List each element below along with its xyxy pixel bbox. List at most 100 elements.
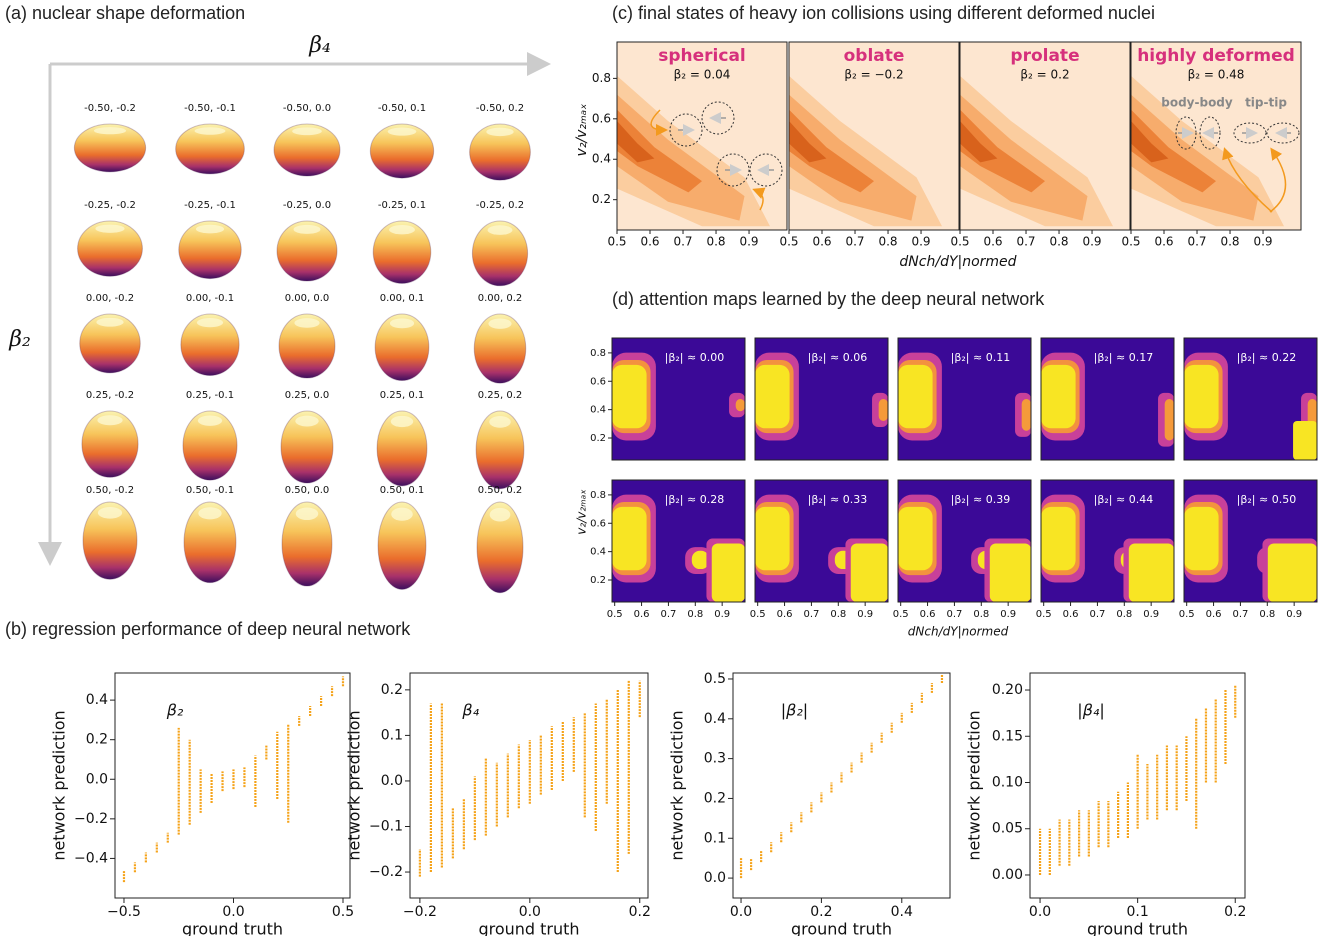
x-tick-label: 0.5 xyxy=(750,609,766,620)
y-axis-label: v₂/v₂ₘₐₓ xyxy=(575,489,589,534)
x-tick-label: −0.5 xyxy=(107,904,141,920)
x-tick-label: 0.7 xyxy=(1016,235,1035,249)
y-tick-label: 0.05 xyxy=(992,821,1023,837)
annotation: tip-tip xyxy=(1245,96,1287,110)
y-tick-label: 0.4 xyxy=(590,547,606,558)
x-tick-label: 0.7 xyxy=(660,609,676,620)
x-tick-label: 0.5 xyxy=(332,904,354,920)
y-axis-label: v₂/v₂ₘₐₓ xyxy=(574,104,590,157)
nucleus-cap xyxy=(295,416,318,427)
y-tick-label: 0.20 xyxy=(992,682,1023,698)
x-tick-label: 0.8 xyxy=(1220,235,1239,249)
x-tick-label: 0.5 xyxy=(950,235,969,249)
x-tick-label: 0.7 xyxy=(1089,609,1105,620)
y-tick-label: 0.1 xyxy=(381,727,403,743)
nucleus-cap xyxy=(95,225,124,233)
shape-label: 0.00, 0.0 xyxy=(285,293,330,304)
nucleus-cap xyxy=(294,318,319,328)
x-tick-label: 0.9 xyxy=(739,235,758,249)
attention-blob xyxy=(1129,543,1174,602)
attention-blob xyxy=(1165,399,1174,440)
y-tick-label: −0.1 xyxy=(369,818,403,834)
shape-label: 0.00, -0.1 xyxy=(186,293,234,304)
y-tick-label: −0.2 xyxy=(74,811,108,827)
x-tick-label: −0.2 xyxy=(403,904,437,920)
x-tick-label: 0.6 xyxy=(634,609,650,620)
y-tick-label: 0.0 xyxy=(381,773,403,789)
nucleus-cap xyxy=(196,225,224,234)
y-axis-label: network prediction xyxy=(345,710,364,860)
y-tick-label: 0.15 xyxy=(992,728,1023,744)
x-tick-label: 0.8 xyxy=(973,609,989,620)
shape-label: -0.50, 0.1 xyxy=(378,103,426,114)
x-tick-label: 0.7 xyxy=(803,609,819,620)
x-tick-label: 0.2 xyxy=(629,904,651,920)
y-tick-label: 0.2 xyxy=(381,682,403,698)
panel-title: (d) attention maps learned by the deep n… xyxy=(612,289,1045,309)
x-tick-label: 0.6 xyxy=(920,609,936,620)
x-tick-label: 0.9 xyxy=(714,609,730,620)
nucleus-cap xyxy=(97,415,122,425)
x-tick-label: 0.6 xyxy=(983,235,1002,249)
x-tick-label: 0.9 xyxy=(1143,609,1159,620)
attention-blob xyxy=(1041,507,1076,570)
attention-blob xyxy=(612,507,647,570)
x-tick-label: 0.0 xyxy=(519,904,541,920)
y-tick-label: 0.6 xyxy=(592,111,611,125)
y-tick-label: 0.2 xyxy=(590,575,606,586)
x-tick-label: 0.1 xyxy=(1127,904,1149,920)
y-axis-label: network prediction xyxy=(668,710,687,860)
attention-blob xyxy=(879,399,888,421)
attention-blob xyxy=(898,507,933,570)
shape-label: 0.00, 0.1 xyxy=(380,293,425,304)
y-tick-label: 0.00 xyxy=(992,867,1023,883)
nucleus-cap xyxy=(488,318,511,328)
x-tick-label: 0.6 xyxy=(1206,609,1222,620)
map-label: |β₂| ≈ 0.17 xyxy=(1094,351,1154,364)
x-tick-label: 0.5 xyxy=(607,609,623,620)
nucleus-cap xyxy=(390,318,414,328)
shape-label: -0.25, 0.2 xyxy=(476,200,524,211)
nucleus-cap xyxy=(294,225,321,234)
map-label: |β₂| ≈ 0.50 xyxy=(1237,493,1297,506)
nucleus-cap xyxy=(98,507,122,519)
series-label: β₄ xyxy=(461,701,479,720)
map-label: |β₂| ≈ 0.39 xyxy=(951,493,1011,506)
x-tick-label: 0.7 xyxy=(1232,609,1248,620)
panel-title: (a) nuclear shape deformation xyxy=(5,3,245,23)
x-tick-label: 0.8 xyxy=(1116,609,1132,620)
y-tick-label: 0.4 xyxy=(590,405,606,416)
x-tick-label: 0.6 xyxy=(1063,609,1079,620)
x-tick-label: 0.9 xyxy=(1000,609,1016,620)
x-axis-label: dNch/dY|normed xyxy=(899,254,1016,270)
x-tick-label: 0.9 xyxy=(1082,235,1101,249)
y-tick-label: −0.2 xyxy=(369,864,403,880)
subpanel-title: highly deformed xyxy=(1137,46,1295,66)
nucleus-cap xyxy=(96,318,123,327)
x-tick-label: 0.8 xyxy=(1049,235,1068,249)
shape-label: -0.25, -0.2 xyxy=(84,200,136,211)
attention-blob xyxy=(1022,399,1031,431)
shape-label: 0.00, -0.2 xyxy=(86,293,134,304)
x-tick-label: 0.8 xyxy=(687,609,703,620)
shape-label: 0.50, 0.2 xyxy=(478,485,523,496)
attention-blob xyxy=(1184,365,1219,428)
panel-title: (c) final states of heavy ion collisions… xyxy=(612,3,1155,23)
map-label: |β₂| ≈ 0.00 xyxy=(665,351,725,364)
y-tick-label: 0.8 xyxy=(590,348,606,359)
x-tick-label: 0.5 xyxy=(1179,609,1195,620)
y-tick-label: 0.4 xyxy=(592,152,611,166)
subpanel-beta: β₂ = 0.48 xyxy=(1188,68,1245,82)
x-tick-label: 0.2 xyxy=(810,904,832,920)
x-tick-label: 0.0 xyxy=(730,904,752,920)
axis-label: β₂ xyxy=(8,327,31,352)
y-tick-label: −0.4 xyxy=(74,850,108,866)
nucleus-cap xyxy=(488,225,513,235)
y-tick-label: 0.2 xyxy=(704,790,726,806)
panel-title: (b) regression performance of deep neura… xyxy=(5,619,411,639)
y-tick-label: 0.2 xyxy=(590,433,606,444)
axis-label: β₄ xyxy=(308,33,331,58)
shape-label: 0.50, -0.1 xyxy=(186,485,234,496)
subpanel-beta: β₂ = −0.2 xyxy=(844,68,903,82)
map-label: |β₂| ≈ 0.44 xyxy=(1094,493,1154,506)
